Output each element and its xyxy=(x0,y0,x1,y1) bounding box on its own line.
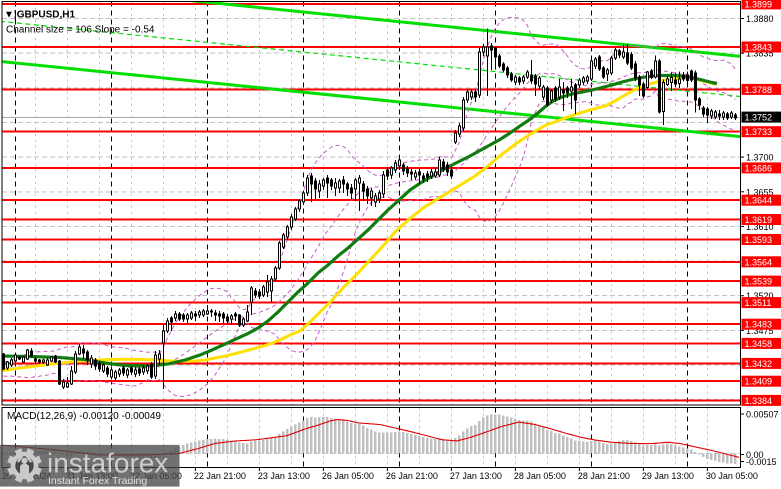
svg-text:1.3686: 1.3686 xyxy=(745,163,773,173)
svg-text:29 Jan 13:00: 29 Jan 13:00 xyxy=(642,471,694,481)
svg-text:1.3520: 1.3520 xyxy=(746,291,774,301)
svg-text:1.3843: 1.3843 xyxy=(745,43,773,53)
svg-text:1.3483: 1.3483 xyxy=(745,320,773,330)
svg-text:1.3899: 1.3899 xyxy=(745,0,773,9)
svg-text:1.3593: 1.3593 xyxy=(745,235,773,245)
svg-text:30 Jan 05:00: 30 Jan 05:00 xyxy=(706,471,758,481)
svg-text:26 Jan 05:00: 26 Jan 05:00 xyxy=(322,471,374,481)
svg-text:1.3644: 1.3644 xyxy=(745,196,773,206)
svg-text:1.3384: 1.3384 xyxy=(745,396,773,406)
svg-text:22 Jan 21:00: 22 Jan 21:00 xyxy=(194,471,246,481)
svg-text:1.3432: 1.3432 xyxy=(745,359,773,369)
svg-text:1.3655: 1.3655 xyxy=(746,187,774,197)
svg-text:0.00507: 0.00507 xyxy=(746,410,779,420)
svg-text:1.3511: 1.3511 xyxy=(745,298,772,308)
svg-text:28 Jan 05:00: 28 Jan 05:00 xyxy=(514,471,566,481)
svg-text:▼¦GBPUSD,H1: ▼¦GBPUSD,H1 xyxy=(4,10,75,21)
svg-text:1.3700: 1.3700 xyxy=(746,153,774,163)
svg-text:0.00: 0.00 xyxy=(746,450,764,460)
svg-text:1.3409: 1.3409 xyxy=(745,377,773,387)
svg-text:MACD(12,26,9) -0.00120 -0.0004: MACD(12,26,9) -0.00120 -0.00049 xyxy=(7,411,161,422)
svg-text:1.3458: 1.3458 xyxy=(745,339,773,349)
svg-text:1.3475: 1.3475 xyxy=(746,326,774,336)
svg-text:1.3619: 1.3619 xyxy=(745,215,773,225)
svg-text:1.3788: 1.3788 xyxy=(745,85,773,95)
svg-text:23 Jan 13:00: 23 Jan 13:00 xyxy=(258,471,310,481)
svg-text:28 Jan 21:00: 28 Jan 21:00 xyxy=(578,471,630,481)
svg-text:1.3539: 1.3539 xyxy=(745,277,773,287)
svg-text:27 Jan 13:00: 27 Jan 13:00 xyxy=(450,471,502,481)
svg-text:1.3880: 1.3880 xyxy=(746,14,774,24)
svg-text:1.3564: 1.3564 xyxy=(745,257,773,267)
svg-text:1.3733: 1.3733 xyxy=(745,127,773,137)
svg-text:26 Jan 21:00: 26 Jan 21:00 xyxy=(386,471,438,481)
svg-text:1.3752: 1.3752 xyxy=(745,113,773,123)
svg-text:Instant Forex Trading: Instant Forex Trading xyxy=(48,475,147,487)
svg-text:Channel size = 106 Slope = -0.: Channel size = 106 Slope = -0.54 xyxy=(6,25,155,36)
svg-text:1.3835: 1.3835 xyxy=(746,49,774,59)
svg-text:-0.0015: -0.0015 xyxy=(746,457,777,467)
svg-text:instaforex: instaforex xyxy=(47,448,168,479)
svg-text:1.3610: 1.3610 xyxy=(746,222,774,232)
